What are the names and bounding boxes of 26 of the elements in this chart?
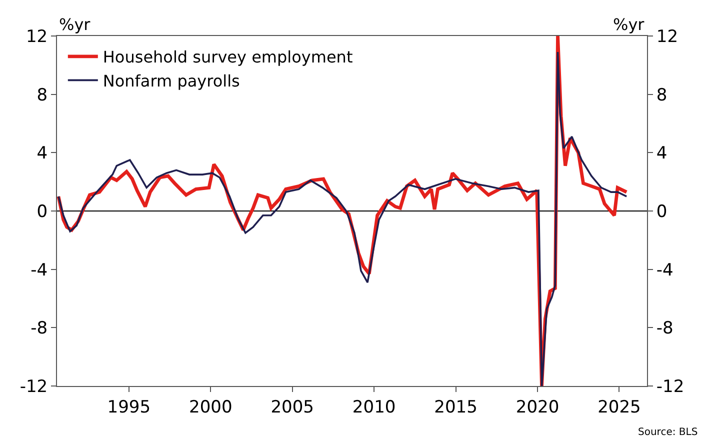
y-tick-label: 8 [36,85,48,106]
y-tick-label: 4 [36,144,48,164]
y-tick-label: -4 [30,260,48,280]
y2-tick-label: -12 [656,376,684,397]
y-tick-label: 0 [36,202,48,222]
source-note: Source: BLS [638,427,698,437]
y2-tick-label: -8 [656,318,674,339]
x-tick-label: 2005 [270,397,314,418]
x-tick-label: 2010 [352,397,396,418]
y2-tick-label: 12 [656,26,678,47]
y2-axis-title: %yr [613,15,645,34]
y2-tick-label: -4 [656,260,674,280]
x-tick-label: 1995 [107,397,151,418]
x-tick-label: 2015 [434,397,478,418]
legend-label: Household survey employment [102,48,353,67]
y2-tick-label: 0 [656,202,668,222]
y-tick-label: -12 [20,376,48,397]
y-tick-label: -8 [30,318,48,339]
y-axis-title: %yr [59,15,91,34]
legend-label: Nonfarm payrolls [102,71,240,90]
x-tick-label: 2025 [598,397,641,418]
y2-tick-label: 4 [656,144,668,164]
x-tick-label: 2000 [188,397,232,418]
y2-tick-label: 8 [656,85,668,106]
y-tick-label: 12 [26,26,48,47]
x-tick-label: 2020 [516,397,560,418]
